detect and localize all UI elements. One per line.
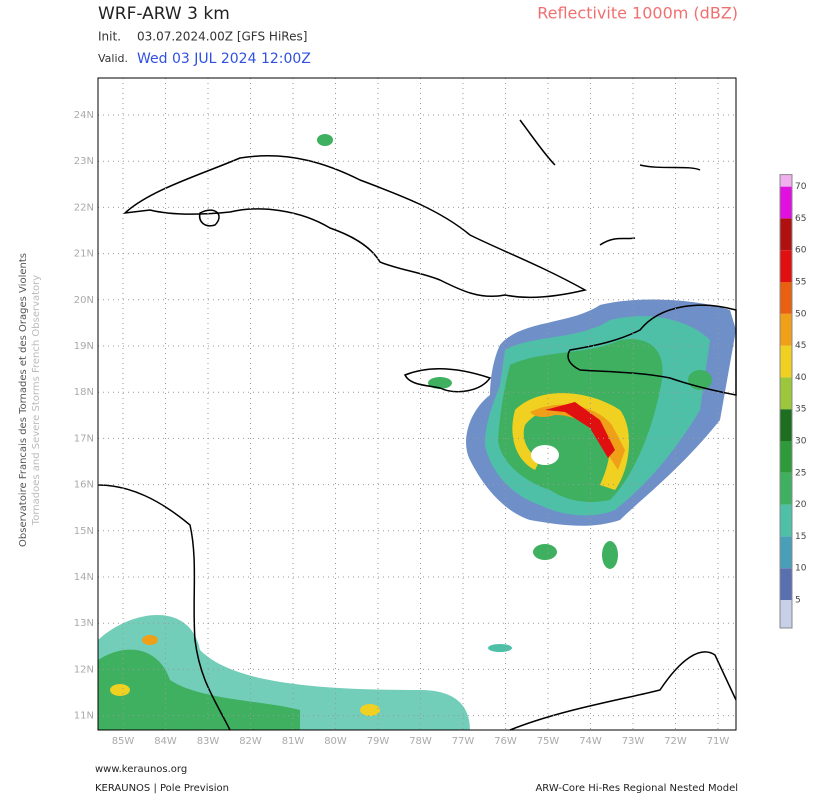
cuba — [122, 155, 588, 299]
colorbar-segment — [780, 218, 792, 251]
colorbar-segment — [780, 186, 792, 219]
lat-label: 16N — [74, 480, 94, 491]
lon-label: 77W — [452, 736, 475, 747]
colorbar-label: 35 — [795, 405, 806, 415]
colorbar-segment — [780, 409, 792, 441]
echo — [533, 544, 557, 560]
colorbar-segment — [780, 174, 792, 187]
central-america — [97, 484, 231, 731]
footer-model: ARW-Core Hi-Res Regional Nested Model — [535, 783, 738, 794]
colorbar-segment — [780, 441, 792, 473]
lon-label: 82W — [239, 736, 262, 747]
colorbar-label: 55 — [795, 278, 806, 288]
lon-label: 84W — [154, 736, 177, 747]
lon-label: 81W — [282, 736, 305, 747]
colorbar-label: 60 — [795, 246, 807, 256]
isla-juventud — [198, 209, 220, 227]
echo — [110, 684, 130, 696]
colorbar-segment — [780, 313, 792, 346]
product: Reflectivite 1000m (dBZ) — [537, 4, 738, 23]
lat-label: 24N — [74, 110, 94, 121]
echo — [428, 377, 452, 389]
lon-label: 75W — [537, 736, 560, 747]
echo — [545, 402, 615, 458]
title: WRF-ARW 3 km — [98, 4, 230, 24]
lat-label: 18N — [74, 387, 94, 398]
init-label: Init. — [98, 30, 121, 44]
graticule — [98, 78, 736, 730]
map-frame — [97, 77, 737, 731]
echo — [530, 404, 625, 470]
init-value: 03.07.2024.00Z [GFS HiRes] — [137, 30, 307, 44]
lon-label: 79W — [367, 736, 390, 747]
colorbar-label: 65 — [795, 214, 806, 224]
colorbar-label: 50 — [795, 309, 807, 319]
lat-label: 17N — [74, 433, 94, 444]
colorbar-label: 70 — [795, 182, 807, 192]
colorbar-segment — [780, 568, 792, 600]
lon-label: 80W — [324, 736, 347, 747]
lon-label: 83W — [197, 736, 220, 747]
jamaica — [403, 368, 492, 393]
colorbar-frame — [779, 174, 793, 629]
side-text: Observatoire Francais des Tornades et de… — [18, 253, 29, 547]
echo — [142, 635, 158, 645]
side-text: Tornadoes and Severe Storms French Obser… — [31, 275, 42, 526]
lon-label: 78W — [409, 736, 432, 747]
lat-label: 15N — [74, 526, 94, 537]
colombia — [509, 651, 737, 731]
colorbar-segment — [780, 377, 792, 410]
lat-label: 12N — [74, 664, 94, 675]
map-area — [97, 77, 737, 731]
lat-label: 22N — [74, 202, 94, 213]
lon-label: 73W — [622, 736, 645, 747]
lon-label: 71W — [707, 736, 730, 747]
footer-site: www.keraunos.org — [95, 764, 187, 775]
echo — [317, 134, 333, 146]
colorbar-segment — [780, 250, 792, 282]
lon-label: 76W — [494, 736, 517, 747]
colorbar-label: 45 — [795, 341, 806, 351]
lon-label: 72W — [664, 736, 687, 747]
echo — [602, 541, 618, 569]
lat-label: 20N — [74, 295, 94, 306]
reflectivity — [98, 134, 736, 730]
colorbar-label: 5 — [795, 596, 801, 606]
colorbar-segment — [780, 600, 792, 628]
echo — [360, 704, 380, 716]
coastlines — [97, 119, 737, 731]
lon-label: 74W — [579, 736, 602, 747]
colorbar-segment — [780, 282, 792, 314]
hispaniola — [567, 304, 737, 396]
colorbar-label: 40 — [795, 373, 807, 383]
colorbar-segment — [780, 504, 792, 537]
valid-label: Valid. — [98, 52, 128, 65]
colorbar-segment — [780, 472, 792, 505]
colorbar-label: 25 — [795, 468, 806, 478]
lat-label: 11N — [74, 711, 94, 722]
lat-label: 13N — [74, 618, 94, 629]
colorbar-segment — [780, 345, 792, 378]
colorbar-label: 10 — [795, 564, 807, 574]
colorbar-segment — [780, 536, 792, 569]
echo — [488, 644, 512, 652]
footer-org: KERAUNOS | Pole Prevision — [95, 783, 229, 794]
lat-label: 23N — [74, 156, 94, 167]
colorbar-label: 15 — [795, 532, 806, 542]
lat-label: 14N — [74, 572, 94, 583]
lon-label: 85W — [112, 736, 135, 747]
colorbar-label: 30 — [795, 437, 807, 447]
valid-value: Wed 03 JUL 2024 12:00Z — [137, 51, 311, 67]
lat-label: 21N — [74, 249, 94, 260]
colorbar-label: 20 — [795, 500, 807, 510]
eye — [531, 445, 559, 465]
islands — [519, 119, 701, 246]
colorbar: 5 10 15 20 25 30 35 40 45 50 55 60 65 70 — [779, 174, 807, 629]
lat-label: 19N — [74, 341, 94, 352]
